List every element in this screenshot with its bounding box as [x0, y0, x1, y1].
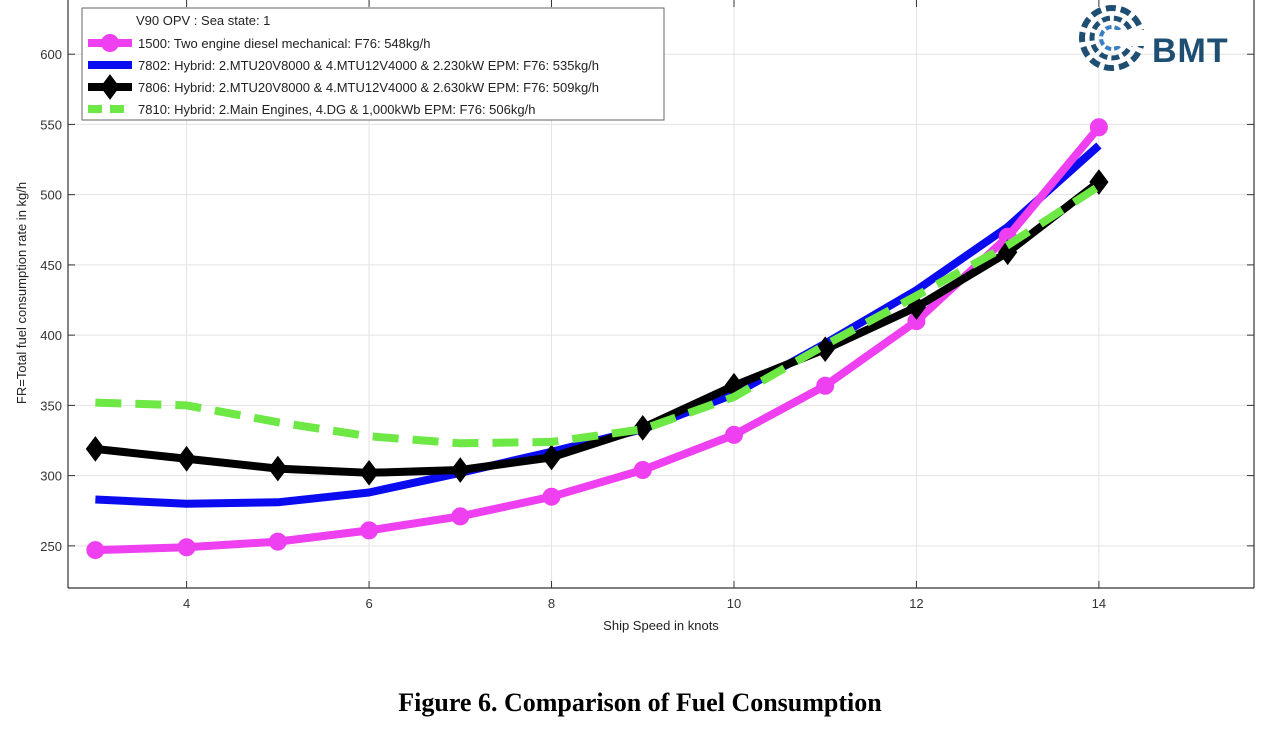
fuel-consumption-chart: 4 6 8 10 12 14 250 300 350 400 450 500 550 600 Ship Sp… — [14, 0, 1255, 633]
series-point-0 — [633, 461, 652, 479]
y-tick-label: 400 — [40, 328, 62, 343]
legend-entry-2: 7806: Hybrid: 2.MTU20V8000 & 4.MTU12V400… — [138, 80, 599, 95]
legend-entry-3: 7810: Hybrid: 2.Main Engines, 4.DG & 1,0… — [138, 102, 535, 117]
legend-marker-2 — [100, 74, 120, 100]
x-tick-label: 12 — [909, 596, 923, 611]
series-point-0 — [816, 376, 835, 395]
series-point-2 — [85, 436, 105, 462]
y-tick-label: 450 — [40, 258, 62, 273]
series-point-2 — [450, 457, 470, 483]
series-line-2 — [94, 178, 1102, 477]
series-point-0 — [451, 507, 470, 526]
series-line-0 — [95, 124, 1102, 555]
y-tick-label: 600 — [40, 47, 62, 62]
legend-box — [81, 7, 665, 121]
x-tick-label: 14 — [1092, 596, 1106, 611]
series-point-0 — [542, 487, 561, 506]
legend-entry-1: 7802: Hybrid: 2.MTU20V8000 & 4.MTU12V400… — [138, 58, 599, 73]
y-axis-label: FR=Total fuel consumption rate in kg/h — [14, 182, 29, 404]
series-point-2 — [359, 459, 379, 486]
series-point-2 — [268, 455, 288, 482]
legend-title: V90 OPV : Sea state: 1 — [136, 13, 270, 28]
series-point-2 — [541, 444, 562, 471]
series-point-0 — [360, 521, 379, 540]
y-tick-label: 550 — [40, 117, 62, 132]
logo-text: BMT — [1152, 32, 1229, 70]
y-tick-label: 250 — [40, 539, 62, 554]
series-point-2 — [176, 445, 197, 472]
series-point-0 — [268, 532, 287, 551]
y-tick-label: 300 — [40, 469, 62, 484]
x-tick-label: 8 — [548, 596, 555, 611]
x-tick-label: 10 — [727, 596, 741, 611]
x-axis-label: Ship Speed in knots — [603, 618, 719, 633]
bmt-logo: BMT — [1072, 2, 1262, 74]
series-point-2 — [633, 415, 653, 441]
x-tick-label: 4 — [183, 596, 190, 611]
series-point-0 — [724, 425, 743, 444]
bmt-logo-icon — [1079, 5, 1152, 71]
series-point-0 — [177, 538, 196, 557]
figure-caption: Figure 6. Comparison of Fuel Consumption — [398, 688, 882, 717]
x-tick-label: 6 — [365, 596, 372, 611]
series-point-2 — [815, 336, 835, 363]
y-tick-label: 500 — [40, 188, 62, 203]
legend-marker-0 — [101, 34, 119, 52]
series-point-0 — [86, 541, 105, 560]
series-point-0 — [1089, 118, 1108, 137]
y-tick-label: 350 — [40, 398, 62, 413]
legend-entry-0: 1500: Two engine diesel mechanical: F76:… — [138, 36, 430, 51]
series-line-3 — [95, 182, 1102, 448]
